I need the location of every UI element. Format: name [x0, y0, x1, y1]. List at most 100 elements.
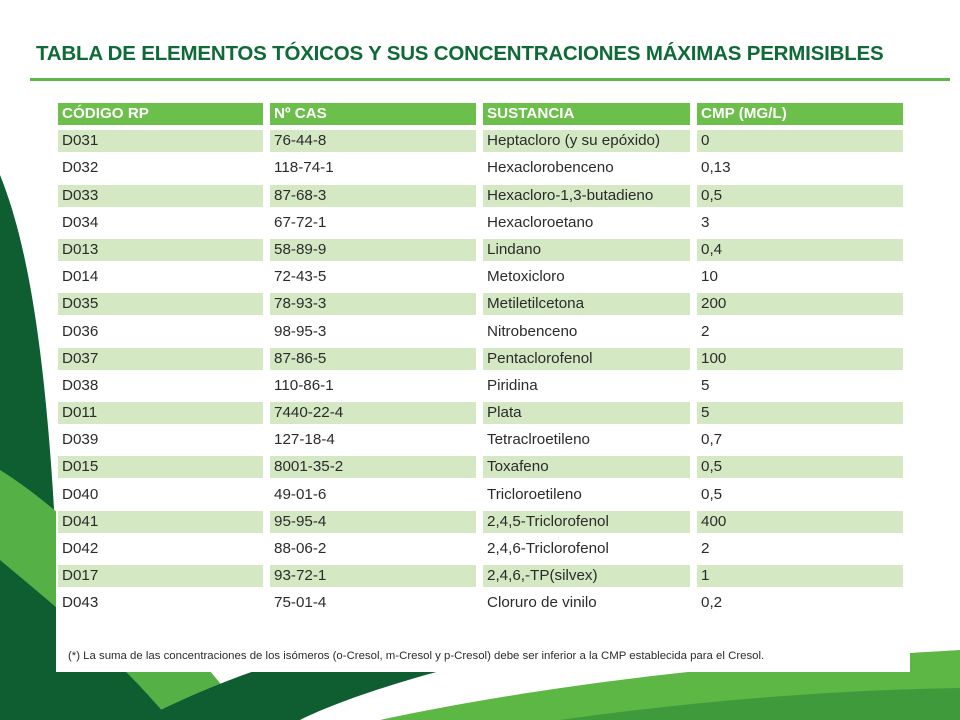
cell-cas-number: 93-72-1	[270, 565, 476, 588]
cell-cas-number: 118-74-1	[274, 159, 334, 177]
table-row: D033 87-68-3 Hexacloro-1,3-butadieno 0,5	[58, 184, 903, 212]
cell-codigo-rp: D031	[58, 130, 263, 153]
cell-codigo-rp: D036	[62, 322, 99, 340]
cell-cas-number: 76-44-8	[270, 130, 476, 153]
table-header: CÓDIGO RP Nº CAS SUSTANCIA CMP (MG/L)	[58, 103, 903, 130]
table-row: D037 87-86-5 Pentaclorofenol 100	[58, 347, 903, 375]
cell-substance: Plata	[483, 402, 690, 425]
cell-cas-number: 72-43-5	[274, 268, 327, 286]
cell-substance: Hexacloroetano	[487, 213, 594, 231]
cell-codigo-rp: D043	[62, 594, 99, 612]
cell-cmp-value: 400	[697, 510, 903, 533]
column-header-codigo: CÓDIGO RP	[58, 103, 263, 125]
cell-substance: Toxafeno	[483, 456, 690, 479]
cell-cmp-value: 2	[701, 322, 710, 340]
table-row: D036 98-95-3 Nitrobenceno 2	[58, 321, 903, 348]
table-row: D039 127-18-4 Tetraclroetileno 0,7	[58, 429, 903, 456]
cell-codigo-rp: D011	[58, 402, 263, 425]
cell-substance: Hexaclorobenceno	[487, 159, 614, 177]
footnote: (*) La suma de las concentraciones de lo…	[68, 650, 765, 662]
cell-cas-number: 58-89-9	[270, 238, 476, 261]
table-row: D040 49-01-6 Tricloroetileno 0,5	[58, 484, 903, 511]
cell-substance: Tricloroetileno	[487, 485, 582, 503]
cell-substance: 2,4,6-Triclorofenol	[487, 540, 609, 557]
cell-cas-number: 67-72-1	[274, 213, 327, 231]
table-row: D035 78-93-3 Metiletilcetona 200	[58, 293, 903, 320]
table-row: D017 93-72-1 2,4,6,-TP(silvex) 1	[58, 565, 903, 592]
cell-cmp-value: 0,2	[701, 594, 723, 612]
cell-codigo-rp: D039	[62, 431, 99, 449]
cell-cmp-value: 2	[701, 540, 710, 557]
cell-cas-number: 88-06-2	[274, 540, 327, 557]
cell-substance: Metoxicloro	[487, 268, 565, 286]
cell-cmp-value: 0,4	[697, 238, 903, 261]
cell-codigo-rp: D034	[62, 213, 99, 231]
title-underline	[30, 78, 950, 81]
cell-codigo-rp: D035	[58, 293, 263, 316]
bottom-mid-wave	[560, 688, 960, 720]
cell-cmp-value: 100	[697, 347, 903, 370]
cell-cmp-value: 0,5	[697, 456, 903, 479]
cell-cas-number: 7440-22-4	[270, 402, 476, 425]
page-title: TABLA DE ELEMENTOS TÓXICOS Y SUS CONCENT…	[36, 42, 884, 65]
cell-codigo-rp: D042	[62, 540, 99, 557]
cell-substance: 2,4,6,-TP(silvex)	[483, 565, 690, 588]
cell-cas-number: 87-86-5	[270, 347, 476, 370]
cell-substance: Cloruro de vinilo	[487, 594, 597, 612]
cell-codigo-rp: D014	[62, 268, 99, 286]
cell-cas-number: 78-93-3	[270, 293, 476, 316]
table-row: D014 72-43-5 Metoxicloro 10	[58, 266, 903, 293]
cell-cmp-value: 3	[701, 213, 710, 231]
cell-substance: Tetraclroetileno	[487, 431, 590, 449]
cell-cmp-value: 0,13	[701, 159, 731, 177]
cell-cmp-value: 0,5	[701, 485, 723, 503]
cell-codigo-rp: D037	[58, 347, 263, 370]
column-header-cas: Nº CAS	[270, 103, 476, 125]
table-row: D015 8001-35-2 Toxafeno 0,5	[58, 456, 903, 483]
column-header-sustancia: SUSTANCIA	[483, 103, 690, 125]
cell-cmp-value: 0,7	[701, 431, 723, 449]
toxic-elements-table: CÓDIGO RP Nº CAS SUSTANCIA CMP (MG/L) D0…	[58, 103, 903, 620]
cell-substance: Hexacloro-1,3-butadieno	[483, 184, 690, 207]
cell-cas-number: 87-68-3	[270, 184, 476, 207]
cell-cmp-value: 0,5	[697, 184, 903, 207]
cell-substance: Metiletilcetona	[483, 293, 690, 316]
cell-substance: Lindano	[483, 238, 690, 261]
cell-cas-number: 8001-35-2	[270, 456, 476, 479]
table-row: D034 67-72-1 Hexacloroetano 3	[58, 212, 903, 239]
cell-cas-number: 127-18-4	[274, 431, 335, 449]
cell-codigo-rp: D040	[62, 485, 99, 503]
table-row: D038 110-86-1 Piridina 5	[58, 375, 903, 402]
cell-cas-number: 95-95-4	[270, 510, 476, 533]
cell-codigo-rp: D041	[58, 510, 263, 533]
cell-substance: Piridina	[487, 376, 538, 394]
table-row: D031 76-44-8 Heptacloro (y su epóxido) 0	[58, 130, 903, 157]
cell-codigo-rp: D038	[62, 376, 99, 394]
cell-cas-number: 49-01-6	[274, 485, 327, 503]
table-row: D041 95-95-4 2,4,5-Triclorofenol 400	[58, 510, 903, 538]
table-row: D032 118-74-1 Hexaclorobenceno 0,13	[58, 157, 903, 184]
cell-codigo-rp: D013	[58, 238, 263, 261]
cell-codigo-rp: D032	[62, 159, 99, 177]
cell-cmp-value: 5	[701, 376, 710, 394]
table-row: D042 88-06-2 2,4,6-Triclorofenol 2	[58, 538, 903, 565]
column-header-cmp: CMP (MG/L)	[697, 103, 903, 125]
cell-substance: Heptacloro (y su epóxido)	[483, 130, 690, 153]
cell-cmp-value: 10	[701, 268, 718, 286]
cell-substance: 2,4,5-Triclorofenol	[483, 510, 690, 533]
table-row: D011 7440-22-4 Plata 5	[58, 402, 903, 429]
cell-codigo-rp: D015	[58, 456, 263, 479]
cell-cas-number: 98-95-3	[274, 322, 327, 340]
cell-cmp-value: 200	[697, 293, 903, 316]
cell-cmp-value: 5	[697, 402, 903, 425]
table-row: D043 75-01-4 Cloruro de vinilo 0,2	[58, 592, 903, 619]
cell-cmp-value: 0	[697, 130, 903, 153]
table-row: D013 58-89-9 Lindano 0,4	[58, 238, 903, 266]
cell-cas-number: 75-01-4	[274, 594, 327, 612]
cell-substance: Nitrobenceno	[487, 322, 578, 340]
cell-cas-number: 110-86-1	[274, 376, 334, 394]
cell-codigo-rp: D033	[58, 184, 263, 207]
cell-substance: Pentaclorofenol	[483, 347, 690, 370]
cell-codigo-rp: D017	[58, 565, 263, 588]
cell-cmp-value: 1	[697, 565, 903, 588]
